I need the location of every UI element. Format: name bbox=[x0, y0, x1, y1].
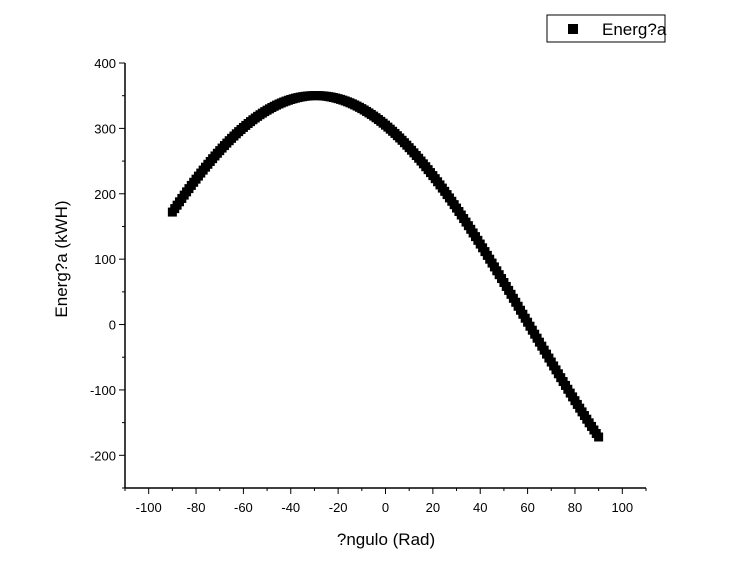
y-tick-label: 400 bbox=[94, 56, 116, 71]
legend-marker bbox=[568, 24, 578, 34]
y-tick-label: 200 bbox=[94, 187, 116, 202]
legend: Energ?a bbox=[546, 14, 667, 43]
y-tick-label: 100 bbox=[94, 252, 116, 267]
y-tick-label: 300 bbox=[94, 121, 116, 136]
x-tick-label: 40 bbox=[473, 500, 487, 515]
x-axis-title: ?ngulo (Rad) bbox=[337, 530, 435, 549]
x-tick-label: -100 bbox=[136, 500, 162, 515]
data-series-energia bbox=[167, 91, 604, 442]
x-axis-ticks: -100 -80 -60 -40 -20 0 20 40 60 80 100 bbox=[124, 488, 647, 515]
data-point bbox=[594, 432, 604, 442]
x-tick-label: 0 bbox=[382, 500, 389, 515]
y-tick-label: -200 bbox=[90, 448, 116, 463]
y-axis-title: Energ?a (kWH) bbox=[52, 200, 71, 317]
legend-label: Energ?a bbox=[602, 20, 667, 39]
x-tick-label: 100 bbox=[611, 500, 633, 515]
x-tick-label: -60 bbox=[234, 500, 253, 515]
y-tick-label: 0 bbox=[109, 318, 116, 333]
x-tick-label: -20 bbox=[329, 500, 348, 515]
x-tick-label: -80 bbox=[187, 500, 206, 515]
legend-box bbox=[546, 14, 666, 43]
x-tick-label: 20 bbox=[426, 500, 440, 515]
x-tick-label: 80 bbox=[568, 500, 582, 515]
y-axis-ticks: -200 -100 0 100 200 300 400 bbox=[90, 56, 125, 489]
x-tick-label: 60 bbox=[520, 500, 534, 515]
y-tick-label: -100 bbox=[90, 383, 116, 398]
x-tick-label: -40 bbox=[281, 500, 300, 515]
